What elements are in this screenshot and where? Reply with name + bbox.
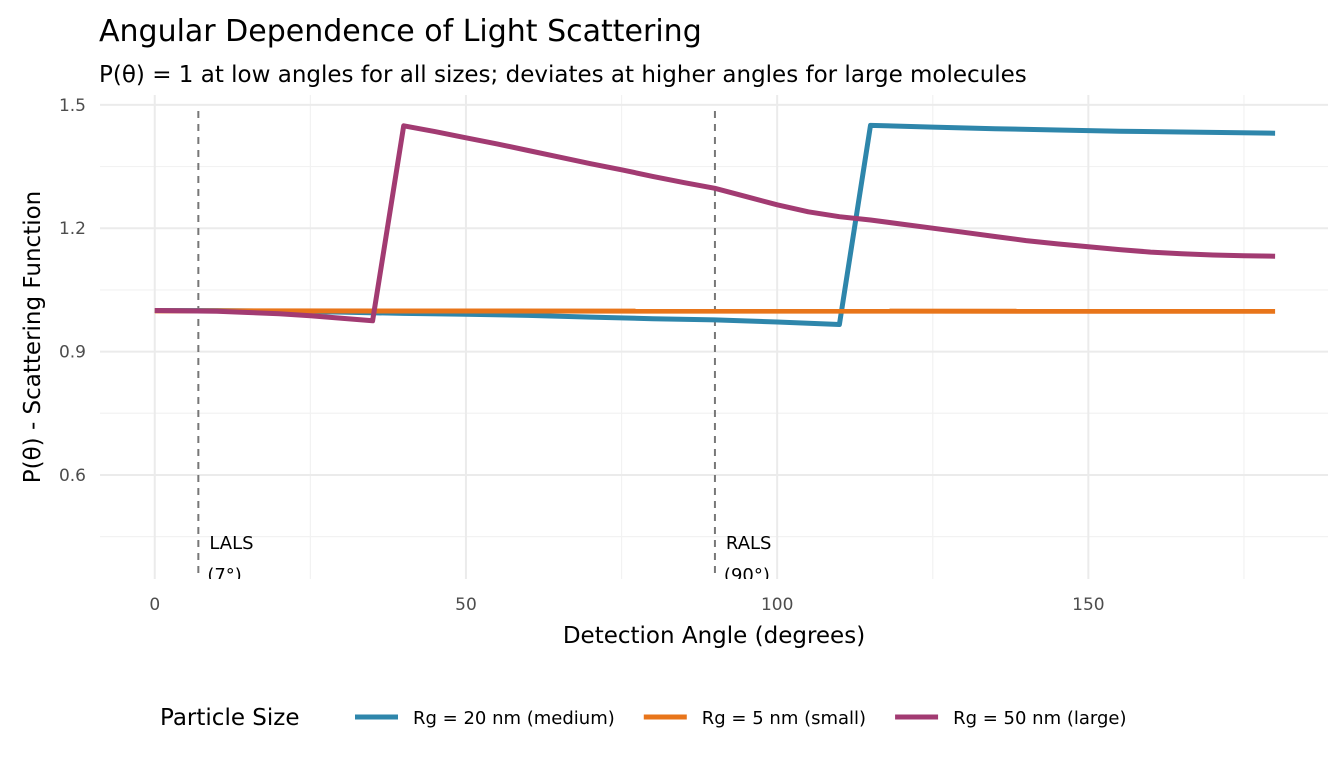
y-tick-label: 1.5 xyxy=(59,96,86,116)
series-lines xyxy=(154,122,1276,327)
y-tick-label: 0.9 xyxy=(59,343,86,363)
legend: Particle Size Rg = 20 nm (medium) Rg = 5 … xyxy=(160,705,1127,731)
chart-subtitle: P(θ) = 1 at low angles for all sizes; de… xyxy=(99,62,1027,88)
x-axis-title: Detection Angle (degrees) xyxy=(563,623,865,649)
x-tick-label: 50 xyxy=(455,595,477,615)
annotation-angle: (90°) xyxy=(724,565,770,586)
annotation-label: RALS xyxy=(726,533,772,554)
reference-lines: LALS (7°) RALS (90°) xyxy=(197,111,772,586)
y-tick-label: 1.2 xyxy=(59,219,86,239)
legend-label: Rg = 50 nm (large) xyxy=(953,708,1126,729)
legend-title: Particle Size xyxy=(160,705,300,731)
annotation-label: LALS xyxy=(209,533,253,554)
y-axis-title: P(θ) - Scattering Function xyxy=(20,191,46,484)
series-line xyxy=(154,123,1276,324)
annotation-angle: (7°) xyxy=(207,565,242,586)
x-tick-label: 100 xyxy=(761,595,793,615)
chart-title: Angular Dependence of Light Scattering xyxy=(99,14,702,49)
x-tick-label: 0 xyxy=(149,595,160,615)
x-tick-label: 150 xyxy=(1072,595,1104,615)
axis-ticks: 0 50 100 150 0.6 0.9 1.2 1.5 xyxy=(59,96,1105,615)
legend-label: Rg = 5 nm (small) xyxy=(702,708,866,729)
y-tick-label: 0.6 xyxy=(59,466,86,486)
legend-label: Rg = 20 nm (medium) xyxy=(413,708,615,729)
